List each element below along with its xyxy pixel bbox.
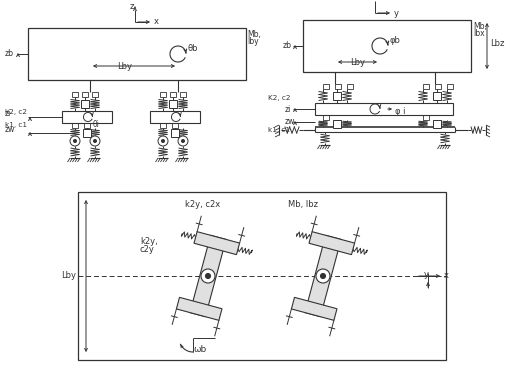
- Text: zb: zb: [5, 50, 14, 59]
- Circle shape: [158, 136, 168, 146]
- Bar: [72, 92, 78, 97]
- Text: Mb,: Mb,: [473, 22, 487, 31]
- Polygon shape: [194, 232, 240, 255]
- Text: k2y, c2x: k2y, c2x: [185, 200, 221, 209]
- Text: Lbz: Lbz: [490, 39, 504, 48]
- Bar: [169, 100, 177, 108]
- Bar: [150, 111, 200, 123]
- Bar: [78, 192, 446, 360]
- Bar: [82, 92, 88, 97]
- Bar: [171, 129, 179, 136]
- Circle shape: [181, 139, 185, 143]
- Bar: [435, 84, 441, 89]
- Bar: [160, 92, 166, 97]
- Text: Mb,: Mb,: [247, 30, 261, 39]
- Text: x: x: [154, 17, 159, 26]
- Circle shape: [162, 139, 165, 143]
- Text: c2y: c2y: [140, 245, 155, 254]
- Text: lby: lby: [247, 37, 259, 46]
- Circle shape: [316, 269, 330, 283]
- Bar: [347, 84, 353, 89]
- Bar: [170, 92, 176, 97]
- Text: K2, c2: K2, c2: [267, 95, 290, 101]
- Text: φb: φb: [390, 36, 401, 45]
- Polygon shape: [305, 235, 341, 317]
- Polygon shape: [190, 235, 226, 317]
- Text: x: x: [444, 271, 449, 280]
- Circle shape: [94, 139, 97, 143]
- Text: lbx: lbx: [473, 29, 485, 38]
- Circle shape: [206, 274, 210, 279]
- Bar: [323, 115, 329, 120]
- Text: zw: zw: [5, 125, 15, 135]
- Bar: [92, 92, 98, 97]
- Text: z: z: [370, 0, 374, 2]
- Polygon shape: [309, 232, 355, 255]
- Text: ωb: ωb: [193, 345, 206, 354]
- Bar: [72, 123, 78, 128]
- Text: z: z: [130, 2, 134, 11]
- Text: Mb, lbz: Mb, lbz: [288, 200, 318, 209]
- Text: k2, c2: k2, c2: [5, 109, 27, 115]
- Bar: [303, 20, 471, 72]
- Bar: [433, 119, 441, 127]
- Circle shape: [201, 269, 215, 283]
- Circle shape: [178, 136, 188, 146]
- Bar: [28, 28, 246, 80]
- Bar: [335, 84, 341, 89]
- Bar: [423, 115, 429, 120]
- Text: k2y,: k2y,: [140, 237, 158, 246]
- Bar: [315, 103, 453, 115]
- Bar: [333, 92, 341, 100]
- Text: k1, c1: k1, c1: [5, 122, 27, 128]
- Text: y: y: [424, 270, 429, 279]
- Text: zw: zw: [285, 118, 295, 127]
- Polygon shape: [176, 297, 222, 320]
- Text: Lby: Lby: [350, 58, 365, 67]
- Text: θi: θi: [93, 120, 100, 129]
- Text: zi: zi: [285, 104, 291, 113]
- Text: k1, c1: k1, c1: [268, 127, 290, 133]
- Bar: [62, 111, 112, 123]
- Text: φ i: φ i: [395, 107, 405, 116]
- Text: zb: zb: [283, 42, 292, 51]
- Bar: [423, 84, 429, 89]
- Bar: [433, 92, 441, 100]
- Circle shape: [321, 274, 325, 279]
- Circle shape: [90, 136, 100, 146]
- Text: Lby: Lby: [118, 62, 132, 71]
- Bar: [83, 129, 91, 136]
- Bar: [160, 123, 166, 128]
- Bar: [323, 84, 329, 89]
- Bar: [81, 100, 89, 108]
- Bar: [84, 123, 90, 128]
- Text: Lby: Lby: [61, 271, 76, 280]
- Text: y: y: [394, 8, 399, 17]
- Text: zi: zi: [5, 110, 12, 118]
- Bar: [180, 92, 186, 97]
- Bar: [172, 123, 178, 128]
- Text: θb: θb: [187, 44, 198, 53]
- Bar: [333, 119, 341, 127]
- Circle shape: [70, 136, 80, 146]
- Polygon shape: [291, 297, 337, 320]
- Circle shape: [74, 139, 76, 143]
- Bar: [447, 84, 453, 89]
